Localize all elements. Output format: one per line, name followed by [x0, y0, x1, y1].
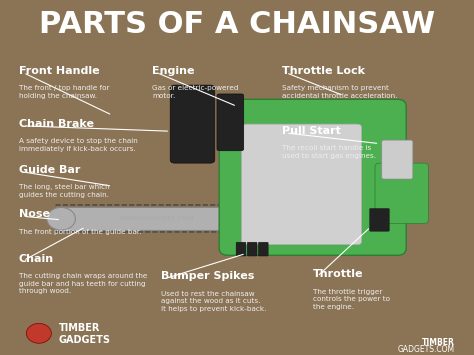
Text: The front / top handle for
holding the chainsaw.: The front / top handle for holding the c… [19, 85, 109, 99]
Text: Used to rest the chainsaw
against the wood as it cuts.
It helps to prevent kick-: Used to rest the chainsaw against the wo… [161, 291, 267, 312]
FancyBboxPatch shape [241, 124, 362, 245]
Text: TIMBER: TIMBER [59, 323, 100, 333]
Text: The recoil start handle is
used to start gas engines.: The recoil start handle is used to start… [282, 146, 375, 159]
FancyBboxPatch shape [217, 94, 244, 151]
Text: Throttle: Throttle [313, 269, 363, 279]
Text: Front Handle: Front Handle [19, 66, 100, 76]
Text: Throttle Lock: Throttle Lock [282, 66, 365, 76]
Text: GADGETS: GADGETS [59, 335, 111, 345]
Text: Guide Bar: Guide Bar [19, 165, 80, 175]
Text: The cutting chain wraps around the
guide bar and has teeth for cutting
through w: The cutting chain wraps around the guide… [19, 273, 147, 294]
Text: Chain: Chain [19, 253, 54, 263]
FancyBboxPatch shape [375, 163, 428, 223]
Circle shape [27, 323, 51, 343]
FancyBboxPatch shape [247, 242, 257, 256]
FancyBboxPatch shape [370, 208, 389, 231]
FancyBboxPatch shape [258, 242, 268, 256]
Text: The long, steel bar which
guides the cutting chain.: The long, steel bar which guides the cut… [19, 184, 109, 198]
Text: Pull Start: Pull Start [282, 126, 340, 136]
Text: TIMBER: TIMBER [422, 338, 455, 347]
Text: GADGETS.COM: GADGETS.COM [398, 345, 455, 354]
Text: Bumper Spikes: Bumper Spikes [161, 271, 255, 281]
Text: The front portion of the guide bar.: The front portion of the guide bar. [19, 229, 141, 235]
Text: Gas or electric-powered
motor.: Gas or electric-powered motor. [153, 85, 239, 99]
Text: Engine: Engine [153, 66, 195, 76]
FancyBboxPatch shape [382, 140, 413, 179]
Text: The throttle trigger
controls the power to
the engine.: The throttle trigger controls the power … [313, 289, 390, 310]
Text: PARTS OF A CHAINSAW: PARTS OF A CHAINSAW [39, 10, 435, 39]
Text: Nose: Nose [19, 209, 50, 219]
Text: Safety mechanism to prevent
accidental throttle acceleration.: Safety mechanism to prevent accidental t… [282, 85, 397, 99]
FancyBboxPatch shape [219, 99, 406, 255]
Text: Chain Brake: Chain Brake [19, 119, 94, 129]
Text: A safety device to stop the chain
immediately if kick-back occurs.: A safety device to stop the chain immedi… [19, 138, 137, 152]
Text: IMBERGADGETS.COM: IMBERGADGETS.COM [119, 216, 194, 221]
FancyBboxPatch shape [57, 207, 292, 230]
FancyBboxPatch shape [170, 85, 215, 163]
Circle shape [47, 207, 75, 230]
FancyBboxPatch shape [236, 242, 246, 256]
